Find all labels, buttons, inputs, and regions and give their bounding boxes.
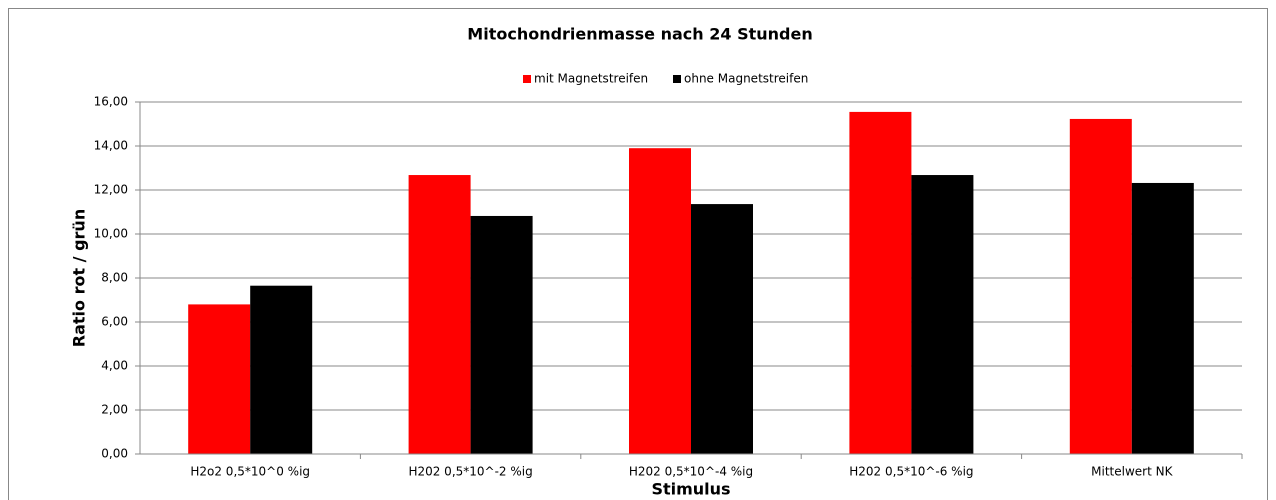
bar bbox=[629, 148, 691, 454]
y-tick-label: 10,00 bbox=[94, 227, 128, 241]
y-tick-label: 0,00 bbox=[101, 447, 128, 461]
bar bbox=[1069, 118, 1132, 454]
bar bbox=[1131, 182, 1194, 454]
y-tick-label: 14,00 bbox=[94, 139, 128, 153]
bar bbox=[408, 175, 471, 455]
legend-label: mit Magnetstreifen bbox=[534, 72, 648, 86]
bar bbox=[911, 175, 974, 455]
x-tick-label: H202 0,5*10^-6 %ig bbox=[849, 465, 973, 479]
legend-swatch bbox=[673, 75, 681, 83]
x-tick-label: Mittelwert NK bbox=[1091, 465, 1173, 479]
chart-title: Mitochondrienmasse nach 24 Stunden bbox=[467, 25, 812, 44]
y-tick-label: 2,00 bbox=[101, 403, 128, 417]
bar bbox=[849, 111, 912, 455]
x-tick-label: H202 0,5*10^-4 %ig bbox=[629, 465, 753, 479]
x-axis-label: Stimulus bbox=[651, 480, 730, 499]
x-tick-label: H202 0,5*10^-2 %ig bbox=[408, 465, 532, 479]
bar bbox=[188, 304, 251, 454]
bar bbox=[250, 285, 313, 454]
y-tick-label: 16,00 bbox=[94, 95, 128, 109]
bar bbox=[691, 204, 753, 454]
bar bbox=[470, 215, 533, 454]
legend-swatch bbox=[523, 75, 531, 83]
y-tick-label: 4,00 bbox=[101, 359, 128, 373]
x-tick-label: H2o2 0,5*10^0 %ig bbox=[190, 465, 310, 479]
legend-label: ohne Magnetstreifen bbox=[684, 72, 808, 86]
y-tick-label: 8,00 bbox=[101, 271, 128, 285]
y-tick-label: 12,00 bbox=[94, 183, 128, 197]
y-tick-label: 6,00 bbox=[101, 315, 128, 329]
y-axis-label: Ratio rot / grün bbox=[70, 209, 89, 347]
